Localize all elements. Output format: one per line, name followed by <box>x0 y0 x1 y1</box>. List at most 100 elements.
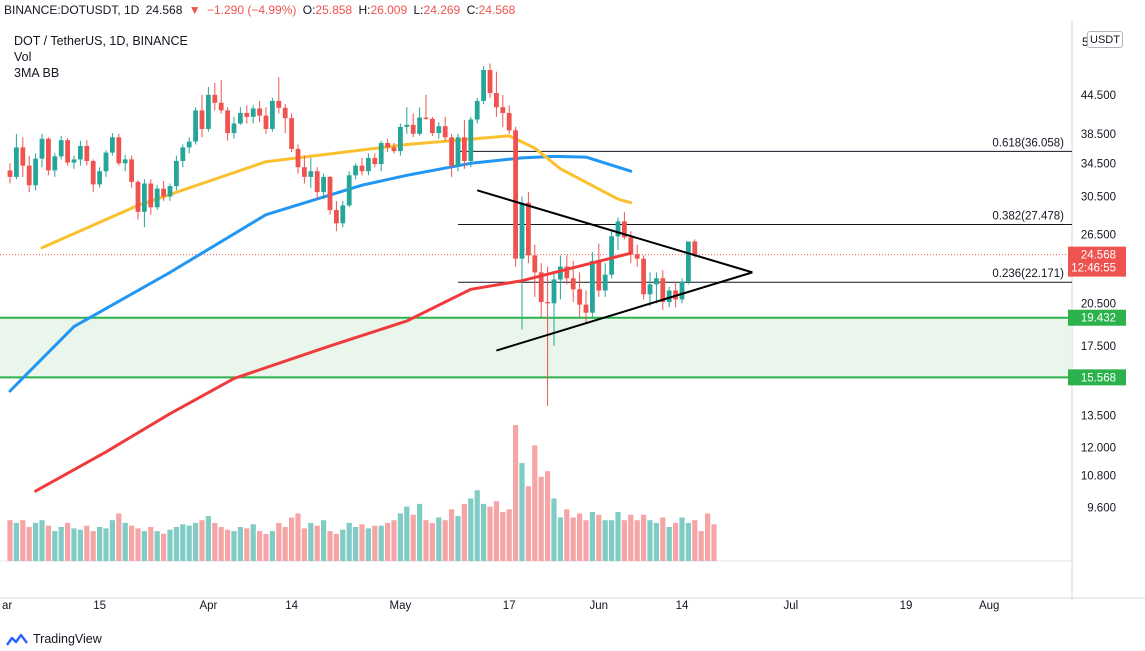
last-price-tag <box>1068 246 1126 277</box>
candle <box>14 133 19 180</box>
volume-bar <box>39 520 45 561</box>
volume-bar <box>474 490 480 561</box>
candle-body <box>545 302 550 304</box>
volume-bar <box>33 522 39 561</box>
candle <box>142 179 147 228</box>
close-value: 24.568 <box>478 3 516 17</box>
legend-volume[interactable]: Vol <box>14 50 32 64</box>
candle <box>250 105 256 124</box>
candle-body <box>52 156 58 171</box>
volume-bar <box>513 425 519 561</box>
volume-bar <box>58 527 64 561</box>
candle <box>148 179 154 215</box>
volume-bar <box>577 513 583 561</box>
volume-bar <box>20 520 26 561</box>
candle-body <box>590 260 595 313</box>
candle <box>282 104 288 134</box>
price-chart[interactable]: 0.618(36.058) 0.382(27.478) 0.236(22.171) 9… <box>0 20 1145 628</box>
symbol-info-bar: BINANCE:DOTUSDT, 1D 24.568 ▼ −1.290 (−4.… <box>0 0 1145 20</box>
candle-body <box>14 147 19 177</box>
volume-bar <box>455 516 461 561</box>
volume-bar <box>609 520 615 561</box>
volume-bar <box>557 517 563 561</box>
candle <box>602 263 608 297</box>
candle <box>538 263 544 317</box>
volume-bar <box>583 520 589 561</box>
volume-bar <box>538 476 544 561</box>
volume-bar <box>673 522 679 561</box>
tradingview-logo[interactable]: TradingView <box>6 629 102 649</box>
support-zone <box>0 317 1072 378</box>
candle <box>519 196 525 330</box>
volume-bar <box>359 524 365 561</box>
volume-bar <box>26 527 32 561</box>
candle-body <box>78 145 83 160</box>
volume-bar <box>385 522 391 561</box>
candle <box>308 157 314 188</box>
price-axis-label: 30.500 <box>1081 191 1116 203</box>
candle <box>481 66 486 105</box>
candle-body <box>366 157 371 172</box>
candle-body <box>558 266 563 280</box>
candle <box>58 135 64 160</box>
candle <box>238 107 243 125</box>
volume-bar <box>340 529 346 561</box>
candle-body <box>289 118 294 149</box>
volume-bar <box>186 525 192 561</box>
candle-body <box>129 159 134 182</box>
volume-bar <box>333 533 339 561</box>
candle-body <box>33 158 38 186</box>
time-axis-label: ar <box>2 600 12 612</box>
candle-body <box>334 210 339 224</box>
volume-bar <box>525 486 531 561</box>
price-axis-label: 20.500 <box>1081 298 1116 310</box>
candle <box>78 140 83 166</box>
ma-orange-line <box>40 134 633 250</box>
candle <box>302 155 307 184</box>
candle-body <box>346 175 352 206</box>
volume-bar <box>500 512 506 561</box>
volume-bar <box>199 520 205 561</box>
volume-bar <box>173 527 179 561</box>
candle-body <box>583 304 589 313</box>
volume-bar <box>122 522 128 561</box>
volume-bar <box>180 524 186 561</box>
candle-body <box>660 278 666 303</box>
candle-body <box>417 117 422 134</box>
candle-body <box>654 278 659 285</box>
volume-bar <box>487 506 493 561</box>
candle <box>417 107 422 136</box>
candle <box>84 140 90 166</box>
candle <box>180 144 186 168</box>
candle-body <box>622 221 627 238</box>
volume-bar <box>506 509 512 561</box>
volume-bar <box>308 522 314 561</box>
price-axis-label: 17.500 <box>1081 341 1116 353</box>
volume-bar <box>365 528 371 561</box>
candle <box>532 244 538 297</box>
candle <box>455 133 461 172</box>
tradingview-label: TradingView <box>33 632 102 646</box>
volume-bar <box>436 517 442 561</box>
candle <box>346 171 352 208</box>
candle-body <box>449 137 454 166</box>
volume-bar <box>442 520 448 561</box>
candle <box>33 153 38 191</box>
candle-body <box>135 181 141 212</box>
legend-bollinger[interactable]: 3MA BB <box>14 66 60 80</box>
symbol-interval[interactable]: BINANCE:DOTUSDT, 1D <box>4 3 140 17</box>
candle-body <box>90 160 96 185</box>
volume-bar <box>449 509 455 561</box>
candle <box>46 137 51 176</box>
candle-body <box>430 118 435 134</box>
volume-bar <box>257 531 263 561</box>
candle-body <box>340 205 346 224</box>
currency-badge[interactable]: USDT <box>1087 31 1123 48</box>
candle <box>212 83 218 111</box>
candle-body <box>193 110 198 142</box>
candle-body <box>519 202 525 259</box>
candle-body <box>468 119 474 161</box>
candle <box>442 116 448 141</box>
candle <box>193 107 198 145</box>
candle-body <box>263 115 269 129</box>
